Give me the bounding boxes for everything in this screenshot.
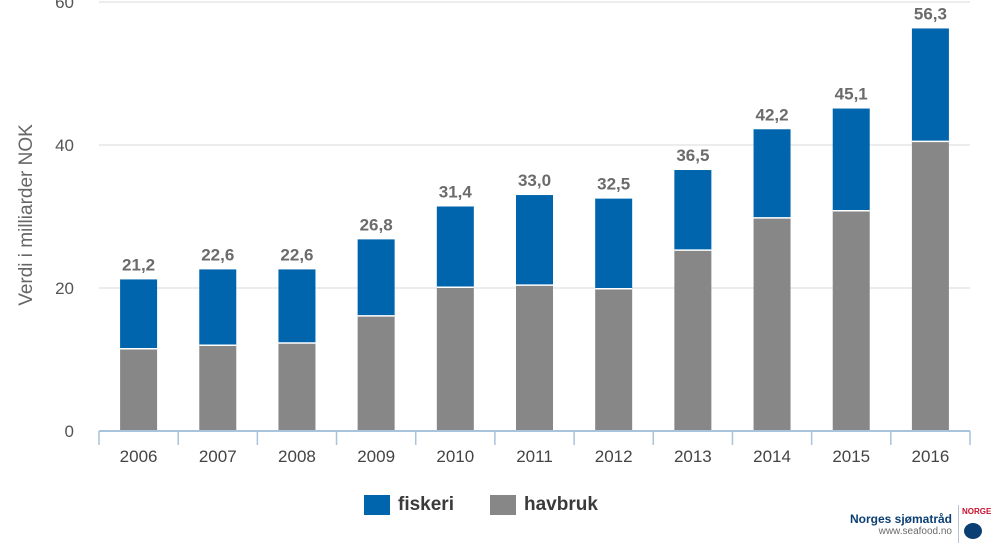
y-tick-label: 20	[55, 279, 74, 298]
legend-swatch-fiskeri	[364, 495, 390, 515]
x-tick-label: 2008	[278, 447, 316, 466]
wave-icon	[964, 523, 982, 539]
bar-fiskeri-2011	[516, 195, 553, 286]
bar-havbruk-2016	[911, 141, 949, 432]
x-tick-label: 2012	[595, 447, 633, 466]
bar-havbruk-2006	[120, 348, 158, 431]
legend: fiskeri havbruk	[364, 494, 598, 516]
x-tick-label: 2016	[911, 447, 949, 466]
bar-fiskeri-2016	[911, 28, 949, 142]
x-axis: 2006 2007 2008 2009 2010 2011 2012 2013 2014 2015…	[98, 430, 971, 466]
total-label: 42,2	[755, 105, 788, 124]
total-label: 22,6	[280, 245, 313, 264]
legend-item-havbruk: havbruk	[489, 494, 598, 516]
chart-area: 0 20 40 60 2006 2007 2008 2009 2010 2011 2012 2013…	[16, 0, 971, 466]
bar-fiskeri-2012	[595, 198, 633, 289]
logo-url: www.seafood.no	[878, 525, 952, 537]
legend-swatch-havbruk	[489, 495, 516, 515]
badge-text: NORGE	[962, 507, 992, 516]
bar-havbruk-2015	[832, 210, 870, 431]
norges-sjomatrad-logo: Norges sjømatråd www.seafood.no NORGE	[850, 505, 991, 543]
bar-havbruk-2009	[357, 315, 395, 431]
bar-fiskeri-2008	[278, 269, 316, 344]
total-label: 26,8	[360, 215, 393, 234]
x-tick-label: 2014	[753, 447, 791, 466]
total-label: 45,1	[835, 85, 868, 104]
bar-fiskeri-2007	[199, 269, 237, 346]
bars	[120, 28, 949, 432]
bar-havbruk-2014	[753, 217, 791, 431]
value-labels: 21,2 22,6 22,6 26,8 31,4 33,0 32,5 36,5 42,2 45,1…	[122, 4, 947, 274]
legend-item-fiskeri: fiskeri	[364, 494, 454, 516]
bar-havbruk-2008	[278, 343, 316, 431]
total-label: 36,5	[676, 146, 709, 165]
bar-havbruk-2011	[516, 285, 553, 431]
bar-havbruk-2007	[199, 345, 237, 431]
bar-havbruk-2013	[674, 250, 712, 431]
x-tick-label: 2011	[516, 447, 553, 466]
total-label: 31,4	[439, 182, 473, 201]
bar-fiskeri-2014	[753, 129, 791, 218]
bar-fiskeri-2010	[436, 206, 474, 288]
legend-label: fiskeri	[398, 494, 454, 515]
bar-fiskeri-2006	[120, 279, 158, 349]
bar-havbruk-2012	[595, 288, 633, 431]
bar-fiskeri-2015	[832, 108, 870, 211]
legend-label: havbruk	[523, 494, 598, 515]
x-tick-label: 2013	[674, 447, 712, 466]
x-tick-label: 2006	[120, 447, 158, 466]
x-tick-label: 2015	[832, 447, 870, 466]
logo-text: Norges sjømatråd www.seafood.no	[850, 512, 952, 537]
y-tick-label: 60	[55, 0, 74, 12]
total-label: 32,5	[597, 175, 630, 194]
logo-title: Norges sjømatråd	[849, 511, 952, 526]
total-label: 22,6	[201, 245, 234, 264]
bar-havbruk-2010	[436, 287, 474, 431]
total-label: 56,3	[914, 4, 947, 23]
y-tick-label: 0	[65, 422, 74, 441]
x-tick-label: 2007	[199, 447, 237, 466]
total-label: 33,0	[518, 171, 551, 190]
y-tick-label: 40	[55, 136, 74, 155]
x-tick-label: 2009	[357, 447, 395, 466]
bar-fiskeri-2013	[674, 170, 712, 251]
total-label: 21,2	[122, 255, 155, 274]
norge-badge-icon: NORGE	[958, 505, 991, 543]
x-tick-label: 2010	[436, 447, 474, 466]
y-axis-label: Verdi i milliarder NOK	[16, 124, 37, 306]
bar-fiskeri-2009	[357, 239, 395, 316]
